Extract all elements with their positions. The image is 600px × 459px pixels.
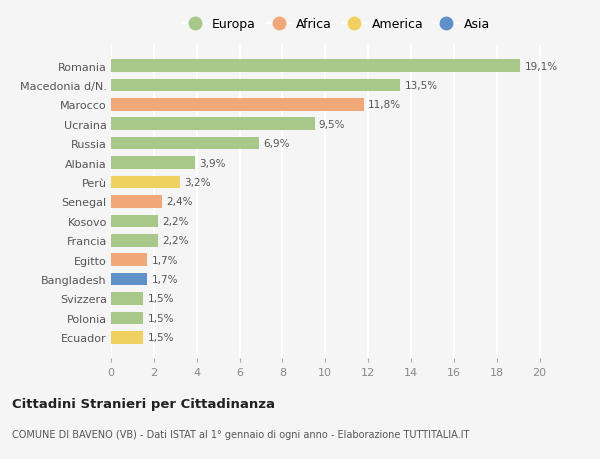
- Bar: [111, 60, 520, 73]
- Text: 1,5%: 1,5%: [148, 313, 174, 323]
- Bar: [111, 157, 194, 169]
- Text: 1,5%: 1,5%: [148, 294, 174, 304]
- Bar: [111, 176, 179, 189]
- Text: Cittadini Stranieri per Cittadinanza: Cittadini Stranieri per Cittadinanza: [12, 397, 275, 410]
- Text: 13,5%: 13,5%: [404, 81, 437, 91]
- Text: 3,2%: 3,2%: [184, 178, 211, 188]
- Text: 1,7%: 1,7%: [152, 255, 178, 265]
- Text: 2,2%: 2,2%: [163, 236, 189, 246]
- Bar: [111, 254, 148, 266]
- Text: 9,5%: 9,5%: [319, 119, 346, 129]
- Text: COMUNE DI BAVENO (VB) - Dati ISTAT al 1° gennaio di ogni anno - Elaborazione TUT: COMUNE DI BAVENO (VB) - Dati ISTAT al 1°…: [12, 429, 469, 439]
- Text: 6,9%: 6,9%: [263, 139, 290, 149]
- Bar: [111, 79, 400, 92]
- Text: 1,7%: 1,7%: [152, 274, 178, 285]
- Bar: [111, 196, 163, 208]
- Bar: [111, 118, 314, 131]
- Bar: [111, 312, 143, 325]
- Text: 19,1%: 19,1%: [524, 62, 557, 71]
- Text: 2,2%: 2,2%: [163, 216, 189, 226]
- Text: 3,9%: 3,9%: [199, 158, 226, 168]
- Bar: [111, 138, 259, 150]
- Bar: [111, 331, 143, 344]
- Bar: [111, 235, 158, 247]
- Bar: [111, 99, 364, 112]
- Text: 1,5%: 1,5%: [148, 333, 174, 342]
- Bar: [111, 292, 143, 305]
- Bar: [111, 215, 158, 228]
- Text: 2,4%: 2,4%: [167, 197, 193, 207]
- Legend: Europa, Africa, America, Asia: Europa, Africa, America, Asia: [179, 16, 493, 34]
- Text: 11,8%: 11,8%: [368, 100, 401, 110]
- Bar: [111, 273, 148, 286]
